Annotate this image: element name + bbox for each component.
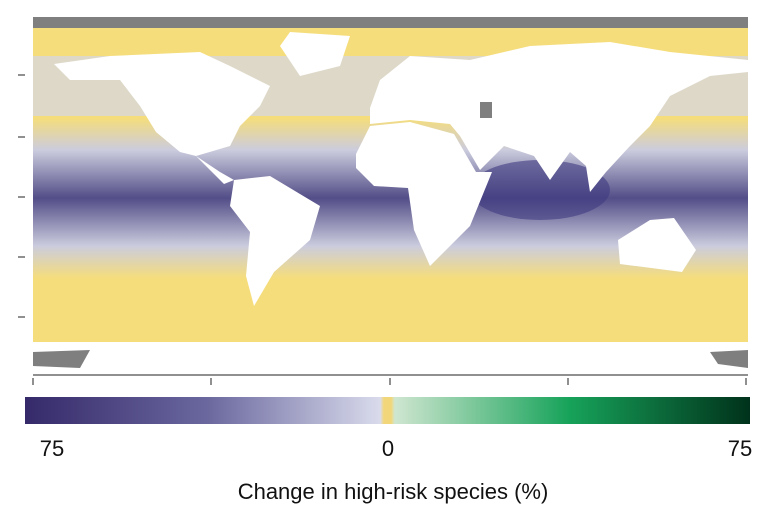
map	[18, 17, 748, 385]
south-band	[33, 290, 748, 330]
south-america	[230, 176, 320, 306]
colorbar-gradient	[25, 397, 750, 424]
no-data-south-west	[33, 350, 90, 368]
colorbar: 75 0 75 Change in high-risk species (%)	[25, 397, 752, 504]
central-america	[196, 156, 234, 184]
colorbar-label: Change in high-risk species (%)	[238, 479, 549, 504]
caspian-sea	[480, 102, 492, 118]
no-data-south-east	[710, 350, 748, 368]
greenland	[280, 32, 350, 76]
australia	[618, 218, 696, 272]
antarctica	[33, 342, 748, 375]
continents	[33, 32, 748, 375]
indian-ocean	[470, 160, 610, 220]
north-america	[54, 52, 270, 156]
axes	[18, 74, 748, 385]
africa	[356, 122, 492, 266]
eurasia	[370, 42, 748, 192]
no-data-north	[33, 17, 748, 28]
colorbar-tick-label: 0	[382, 436, 394, 461]
colorbar-tick-label: 75	[728, 436, 752, 461]
colorbar-tick-label: 75	[40, 436, 64, 461]
